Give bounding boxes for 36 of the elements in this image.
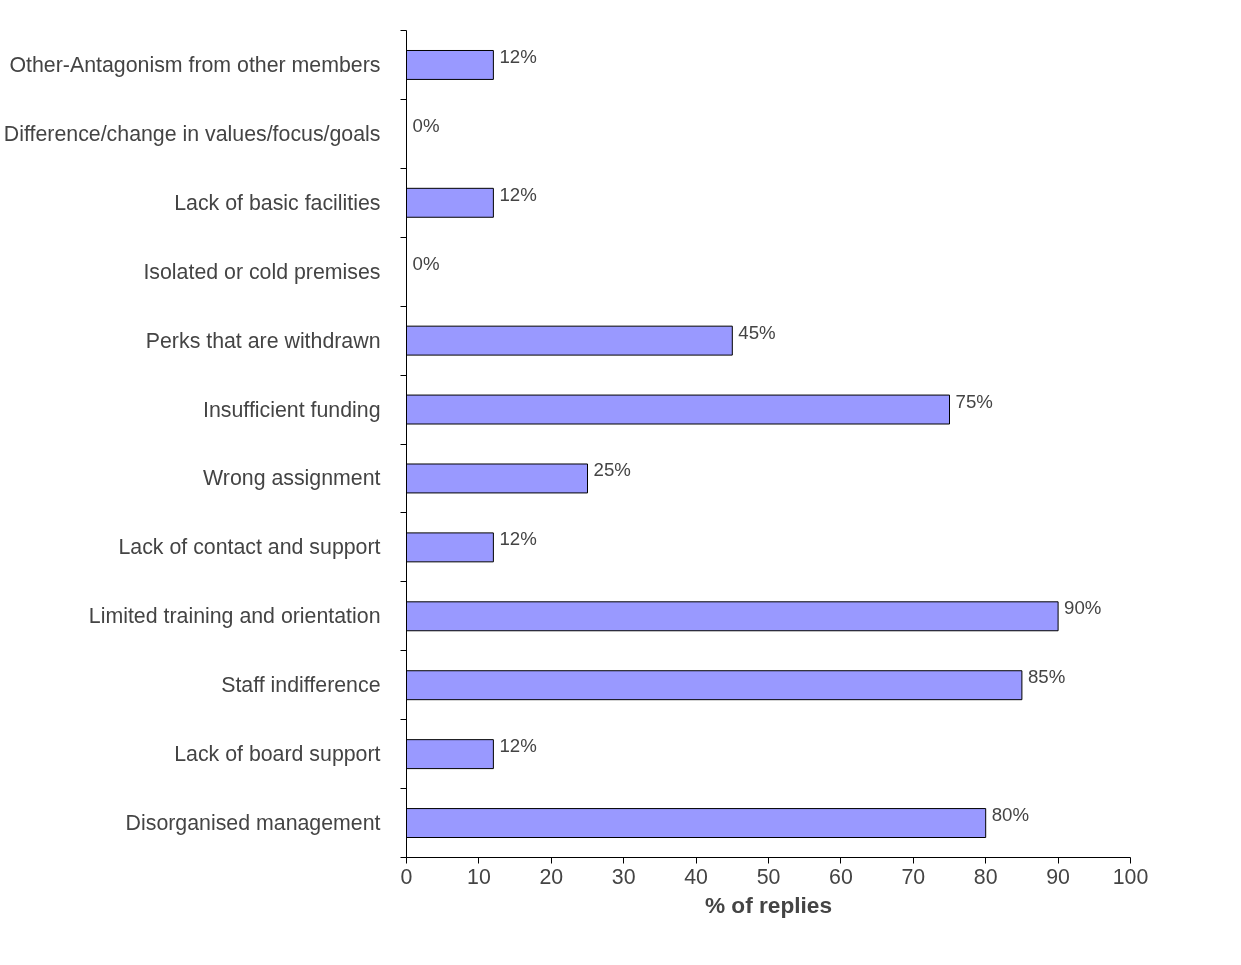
- x-tick-label: 80: [973, 864, 998, 889]
- x-tick-label: 0: [400, 864, 413, 889]
- x-tick-label: 100: [1112, 864, 1149, 889]
- x-axis-title: % of replies: [704, 891, 833, 918]
- data-label: 12%: [499, 183, 537, 205]
- y-tick-label: Isolated or cold premises: [143, 259, 381, 284]
- x-tick-label: 20: [539, 864, 564, 889]
- x-tick-label: 30: [611, 864, 636, 889]
- y-tick-label: Lack of board support: [174, 742, 381, 767]
- x-tick-label: 90: [1046, 864, 1071, 889]
- x-tick-label: 40: [684, 864, 709, 889]
- data-label: 0%: [412, 114, 440, 136]
- y-tick-label: Other-Antagonism from other members: [9, 52, 381, 77]
- y-tick-label: Insufficient funding: [203, 397, 381, 422]
- y-tick-label: Disorganised management: [125, 811, 381, 836]
- y-tick-label: Staff indifference: [221, 673, 381, 698]
- y-tick-label: Wrong assignment: [203, 466, 381, 491]
- y-tick-label: Lack of basic facilities: [174, 190, 381, 215]
- y-tick-label: Limited training and orientation: [88, 604, 381, 629]
- data-label: 12%: [499, 45, 537, 67]
- y-tick-label: Perks that are withdrawn: [145, 328, 381, 353]
- data-label: 85%: [1027, 666, 1066, 688]
- x-tick-label: 70: [901, 864, 926, 889]
- data-label: 45%: [738, 321, 776, 343]
- data-label: 12%: [499, 528, 537, 550]
- data-label: 75%: [955, 390, 993, 412]
- y-tick-label: Lack of contact and support: [118, 535, 381, 560]
- x-tick-label: 10: [467, 864, 491, 889]
- data-label: 12%: [499, 735, 537, 757]
- data-label: 25%: [593, 459, 631, 481]
- x-tick-label: 50: [756, 864, 781, 889]
- data-label: 90%: [1064, 597, 1102, 619]
- data-label: 0%: [412, 252, 440, 274]
- x-tick-label: 60: [829, 864, 853, 889]
- data-label: 80%: [991, 804, 1030, 826]
- y-tick-label: Difference/change in values/focus/goals: [3, 121, 381, 146]
